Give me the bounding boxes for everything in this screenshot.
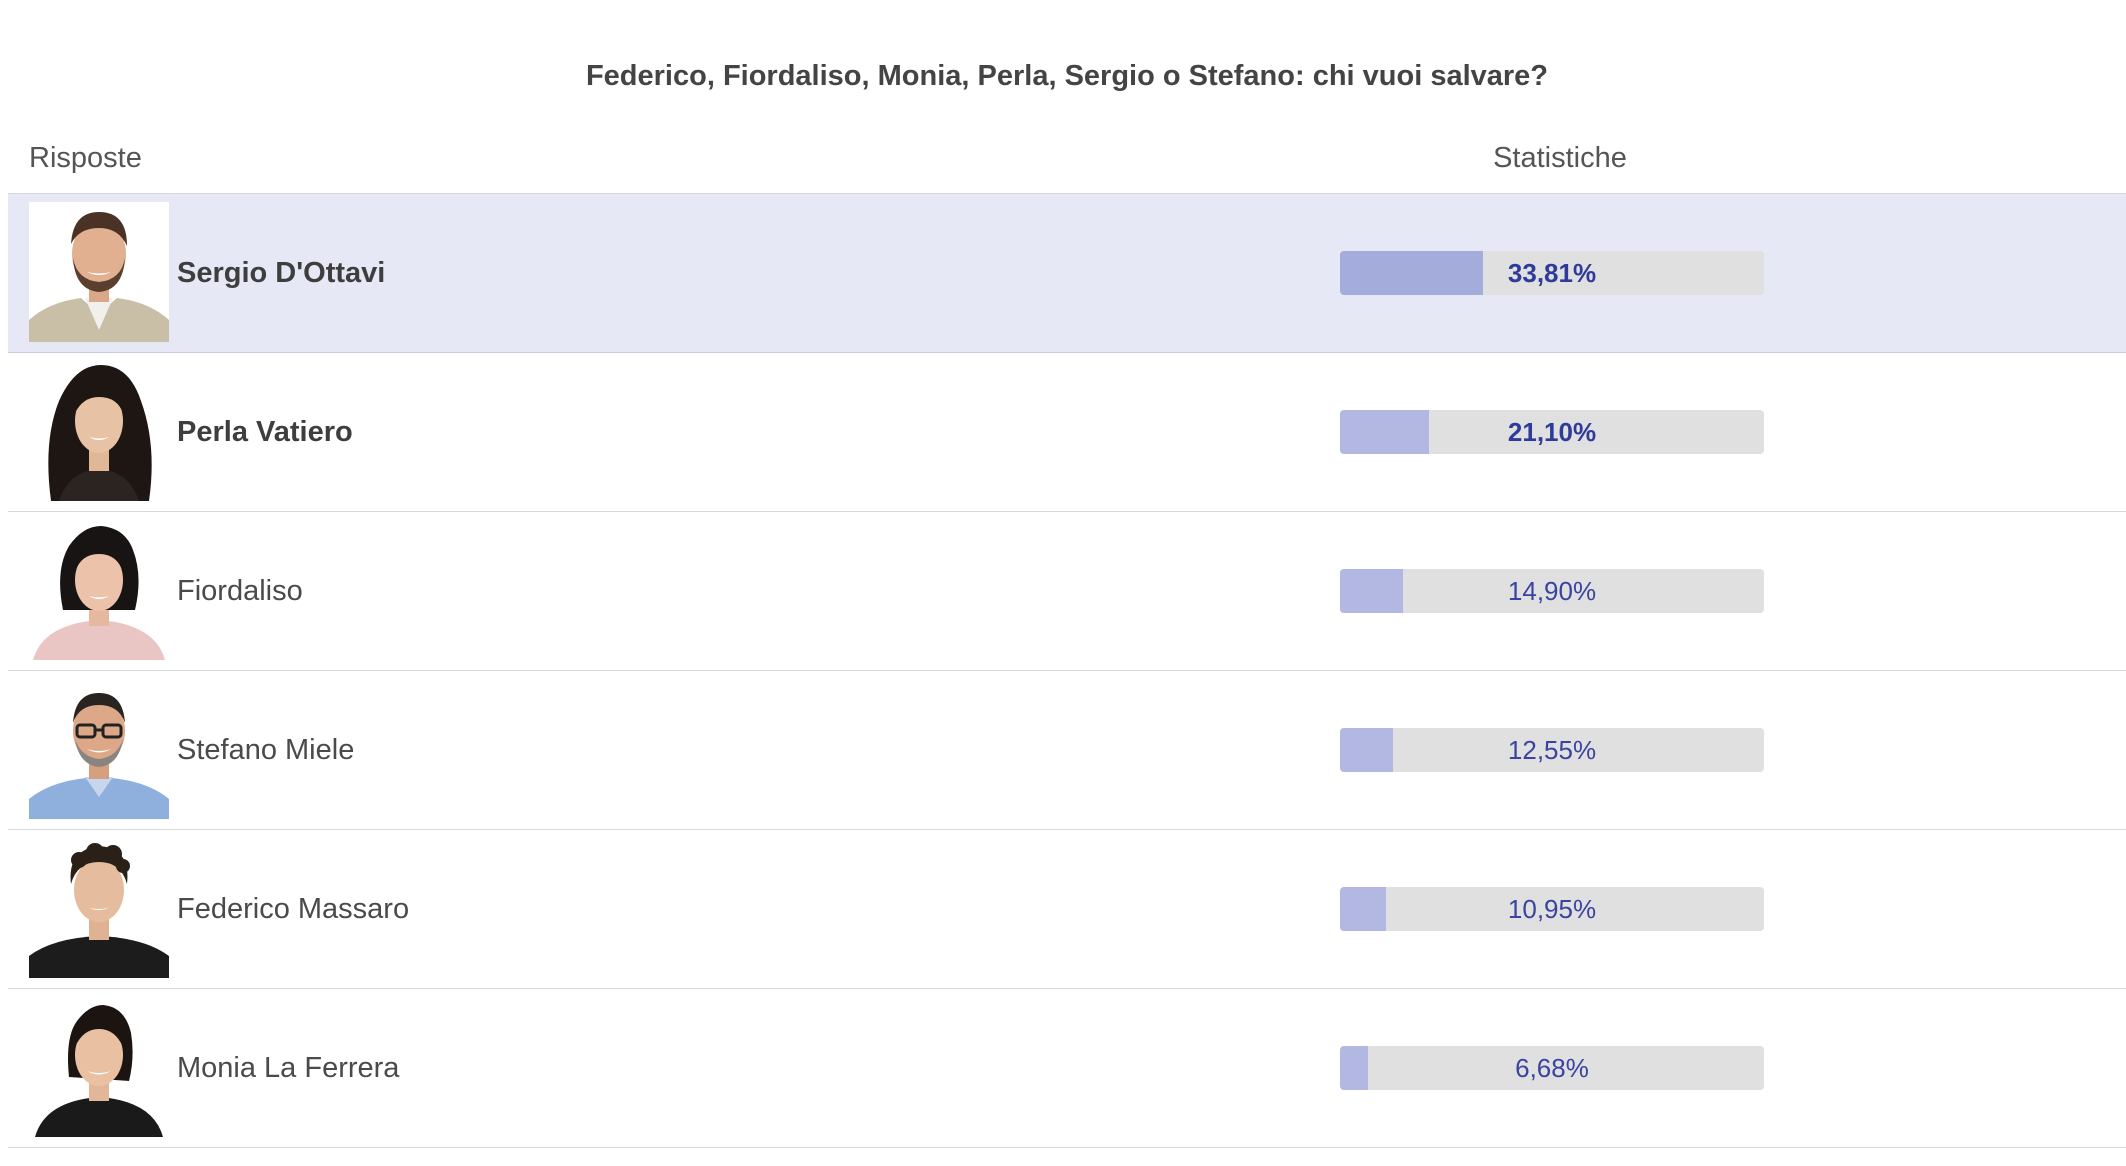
woman-long-hair-avatar bbox=[29, 361, 169, 501]
poll-question: Federico, Fiordaliso, Monia, Perla, Serg… bbox=[585, 60, 1549, 92]
results-list: Sergio D'Ottavi 33,81% Perla Vatiero bbox=[8, 193, 2126, 1148]
result-bar-fill bbox=[1340, 410, 1430, 454]
stats-column-header: Statistiche bbox=[1493, 142, 1627, 174]
candidate-name: Perla Vatiero bbox=[177, 416, 353, 448]
result-percentage: 12,55% bbox=[1507, 735, 1597, 765]
result-percentage: 33,81% bbox=[1507, 258, 1597, 288]
answers-column-header: Risposte bbox=[29, 142, 142, 174]
candidate-name: Sergio D'Ottavi bbox=[177, 257, 386, 289]
result-row[interactable]: Perla Vatiero 21,10% bbox=[8, 353, 2126, 512]
result-row[interactable]: Fiordaliso 14,90% bbox=[8, 512, 2126, 671]
result-bar: 21,10% bbox=[1340, 410, 1764, 454]
result-percentage: 21,10% bbox=[1507, 417, 1597, 447]
result-row[interactable]: Monia La Ferrera 6,68% bbox=[8, 989, 2126, 1148]
result-percentage: 14,90% bbox=[1507, 576, 1597, 606]
result-bar: 10,95% bbox=[1340, 887, 1764, 931]
result-bar: 6,68% bbox=[1340, 1046, 1764, 1090]
result-row[interactable]: Federico Massaro 10,95% bbox=[8, 830, 2126, 989]
woman-ponytail-avatar bbox=[29, 997, 169, 1137]
candidate-name: Stefano Miele bbox=[177, 734, 355, 766]
result-bar: 33,81% bbox=[1340, 251, 1764, 295]
candidate-name: Fiordaliso bbox=[177, 575, 303, 607]
result-bar-fill bbox=[1340, 728, 1394, 772]
result-bar-fill bbox=[1340, 251, 1484, 295]
result-percentage: 10,95% bbox=[1507, 894, 1597, 924]
man-beard-avatar bbox=[29, 202, 169, 342]
result-row[interactable]: Sergio D'Ottavi 33,81% bbox=[8, 194, 2126, 353]
result-percentage: 6,68% bbox=[1515, 1053, 1589, 1083]
man-curly-hair-avatar bbox=[29, 838, 169, 978]
candidate-name: Federico Massaro bbox=[177, 893, 410, 925]
man-glasses-avatar bbox=[29, 679, 169, 819]
result-bar: 14,90% bbox=[1340, 569, 1764, 613]
woman-bob-avatar bbox=[29, 520, 169, 660]
result-bar-fill bbox=[1340, 1046, 1369, 1090]
result-bar-fill bbox=[1340, 569, 1404, 613]
result-row[interactable]: Stefano Miele 12,55% bbox=[8, 671, 2126, 830]
result-bar-fill bbox=[1340, 887, 1387, 931]
result-bar: 12,55% bbox=[1340, 728, 1764, 772]
candidate-name: Monia La Ferrera bbox=[177, 1052, 400, 1084]
